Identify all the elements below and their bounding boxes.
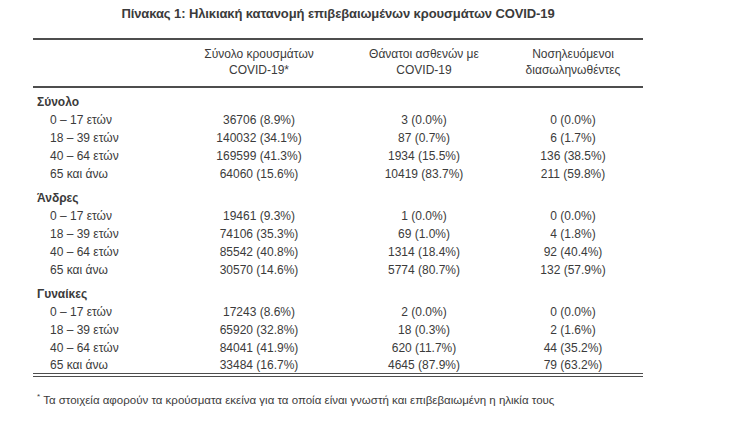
- intubated-value: 79 (63.2%): [503, 357, 643, 375]
- cases-value: 84041 (41.9%): [173, 339, 345, 357]
- deaths-value: 5774 (80.7%): [345, 261, 503, 279]
- deaths-value: 3 (0.0%): [345, 111, 503, 129]
- header-intubated-line2: διασωληνωθέντες: [526, 63, 621, 77]
- report-page: Πίνακας 1: Ηλικιακή κατανομή επιβεβαιωμέ…: [0, 0, 734, 428]
- deaths-value: 1314 (18.4%): [345, 243, 503, 261]
- table-row: 0 – 17 ετών36706 (8.9%)3 (0.0%)0 (0.0%): [33, 111, 643, 129]
- intubated-value: 132 (57.9%): [503, 261, 643, 279]
- intubated-value: 44 (35.2%): [503, 339, 643, 357]
- deaths-value: 10419 (83.7%): [345, 165, 503, 183]
- age-group-label: 65 και άνω: [33, 261, 173, 279]
- header-cases-line1: Σύνολο κρουσμάτων: [204, 47, 314, 61]
- cases-value: 64060 (15.6%): [173, 165, 345, 183]
- age-group-label: 40 – 64 ετών: [33, 147, 173, 165]
- age-group-label: 0 – 17 ετών: [33, 303, 173, 321]
- intubated-value: 4 (1.8%): [503, 225, 643, 243]
- deaths-value: 1934 (15.5%): [345, 147, 503, 165]
- table-row: 40 – 64 ετών84041 (41.9%)620 (11.7%)44 (…: [33, 339, 643, 357]
- age-group-label: 65 και άνω: [33, 357, 173, 375]
- cases-value: 169599 (41.3%): [173, 147, 345, 165]
- age-group-label: 0 – 17 ετών: [33, 111, 173, 129]
- table-row: 0 – 17 ετών17243 (8.6%)2 (0.0%)0 (0.0%): [33, 303, 643, 321]
- cases-value: 74106 (35.3%): [173, 225, 345, 243]
- section-label: Σύνολο: [33, 87, 643, 111]
- table-row: 40 – 64 ετών169599 (41.3%)1934 (15.5%)13…: [33, 147, 643, 165]
- age-group-label: 40 – 64 ετών: [33, 243, 173, 261]
- table-body: Σύνολο0 – 17 ετών36706 (8.9%)3 (0.0%)0 (…: [33, 87, 643, 375]
- cases-value: 33484 (16.7%): [173, 357, 345, 375]
- intubated-value: 6 (1.7%): [503, 129, 643, 147]
- intubated-value: 92 (40.4%): [503, 243, 643, 261]
- intubated-value: 0 (0.0%): [503, 207, 643, 225]
- section-header-row: Άνδρες: [33, 183, 643, 207]
- table-row: 65 και άνω30570 (14.6%)5774 (80.7%)132 (…: [33, 261, 643, 279]
- table-header: Σύνολο κρουσμάτων COVID-19* Θάνατοι ασθε…: [33, 39, 643, 87]
- cases-value: 36706 (8.9%): [173, 111, 345, 129]
- covid-age-distribution-table: Σύνολο κρουσμάτων COVID-19* Θάνατοι ασθε…: [33, 38, 643, 377]
- header-cases-column: Σύνολο κρουσμάτων COVID-19*: [173, 39, 345, 87]
- age-group-label: 0 – 17 ετών: [33, 207, 173, 225]
- footnote: *Τα στοιχεία αφορούν τα κρούσματα εκείνα…: [37, 390, 687, 407]
- age-group-label: 18 – 39 ετών: [33, 225, 173, 243]
- intubated-value: 0 (0.0%): [503, 303, 643, 321]
- cases-value: 19461 (9.3%): [173, 207, 345, 225]
- age-group-label: 18 – 39 ετών: [33, 321, 173, 339]
- cases-value: 85542 (40.8%): [173, 243, 345, 261]
- header-deaths-line1: Θάνατοι ασθενών με: [369, 47, 479, 61]
- intubated-value: 136 (38.5%): [503, 147, 643, 165]
- section-header-row: Γυναίκες: [33, 279, 643, 303]
- age-group-label: 65 και άνω: [33, 165, 173, 183]
- intubated-value: 2 (1.6%): [503, 321, 643, 339]
- header-row: Σύνολο κρουσμάτων COVID-19* Θάνατοι ασθε…: [33, 39, 643, 87]
- deaths-value: 620 (11.7%): [345, 339, 503, 357]
- age-group-label: 18 – 39 ετών: [33, 129, 173, 147]
- header-intubated-column: Νοσηλευόμενοι διασωληνωθέντες: [503, 39, 643, 87]
- age-group-label: 40 – 64 ετών: [33, 339, 173, 357]
- table-row: 65 και άνω33484 (16.7%)4645 (87.9%)79 (6…: [33, 357, 643, 375]
- table-row: 18 – 39 ετών140032 (34.1%)87 (0.7%)6 (1.…: [33, 129, 643, 147]
- deaths-value: 69 (1.0%): [345, 225, 503, 243]
- table-row: 65 και άνω64060 (15.6%)10419 (83.7%)211 …: [33, 165, 643, 183]
- table-row: 18 – 39 ετών65920 (32.8%)18 (0.3%)2 (1.6…: [33, 321, 643, 339]
- section-header-row: Σύνολο: [33, 87, 643, 111]
- table-row: 0 – 17 ετών19461 (9.3%)1 (0.0%)0 (0.0%): [33, 207, 643, 225]
- footnote-marker: *: [37, 392, 40, 401]
- section-label: Άνδρες: [33, 183, 643, 207]
- deaths-value: 18 (0.3%): [345, 321, 503, 339]
- cases-value: 17243 (8.6%): [173, 303, 345, 321]
- deaths-value: 4645 (87.9%): [345, 357, 503, 375]
- table-title: Πίνακας 1: Ηλικιακή κατανομή επιβεβαιωμέ…: [33, 6, 643, 21]
- cases-value: 140032 (34.1%): [173, 129, 345, 147]
- intubated-value: 0 (0.0%): [503, 111, 643, 129]
- deaths-value: 87 (0.7%): [345, 129, 503, 147]
- header-intubated-line1: Νοσηλευόμενοι: [532, 47, 614, 61]
- header-deaths-line2: COVID-19: [396, 63, 451, 77]
- section-label: Γυναίκες: [33, 279, 643, 303]
- header-deaths-column: Θάνατοι ασθενών με COVID-19: [345, 39, 503, 87]
- cases-value: 30570 (14.6%): [173, 261, 345, 279]
- table-row: 40 – 64 ετών85542 (40.8%)1314 (18.4%)92 …: [33, 243, 643, 261]
- intubated-value: 211 (59.8%): [503, 165, 643, 183]
- table-row: 18 – 39 ετών74106 (35.3%)69 (1.0%)4 (1.8…: [33, 225, 643, 243]
- cases-value: 65920 (32.8%): [173, 321, 345, 339]
- footnote-text: Τα στοιχεία αφορούν τα κρούσματα εκείνα …: [43, 394, 554, 406]
- deaths-value: 1 (0.0%): [345, 207, 503, 225]
- deaths-value: 2 (0.0%): [345, 303, 503, 321]
- header-age-column: [33, 39, 173, 87]
- header-cases-line2: COVID-19*: [229, 63, 289, 77]
